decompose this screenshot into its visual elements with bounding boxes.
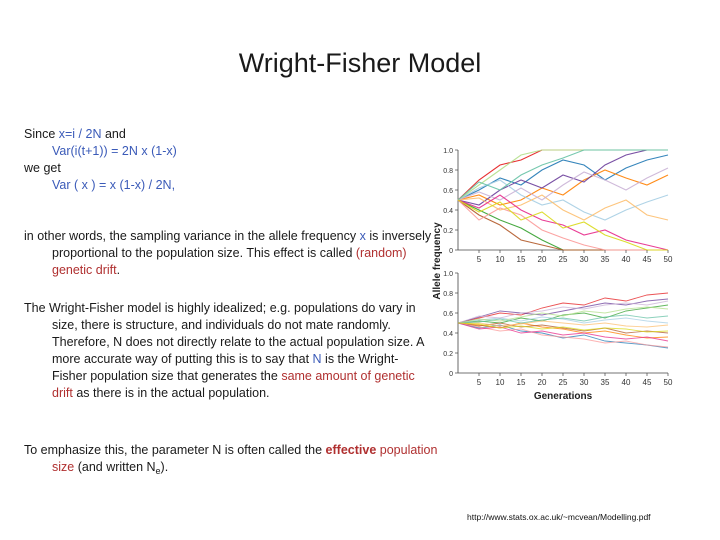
x-tick-label: 10: [496, 255, 505, 264]
series-line: [457, 322, 669, 333]
x-tick-label: 40: [622, 255, 631, 264]
y-tick-label: 0.6: [443, 311, 453, 318]
y-tick-label: 0.2: [443, 228, 453, 235]
text-span: Since: [24, 127, 59, 141]
x-tick-label: 10: [496, 378, 505, 387]
x-symbol: x: [359, 229, 366, 243]
genetic-drift-term: (random) genetic drift: [52, 246, 407, 277]
series-line: [457, 194, 669, 221]
x-tick-label: 20: [538, 378, 547, 387]
series-line: [457, 167, 669, 201]
x-tick-label: 25: [559, 255, 568, 264]
population-size-term: population size: [52, 443, 438, 474]
drift-simulation-figure: 0 0.2 0.4 0.6 0.8 1.0 5 10 15 20 25 30 35 40 45 50 0 0.2 0…: [420, 140, 690, 410]
x-tick-label: 30: [580, 378, 589, 387]
series-line: [457, 304, 669, 324]
derivation-line-1: Since x=i / 2N and: [24, 126, 177, 143]
series-line: [457, 149, 668, 206]
sampling-variance-paragraph: in other words, the sampling variance in…: [24, 228, 432, 279]
x-tick-label: 30: [580, 255, 589, 264]
series-line: [457, 292, 669, 324]
y-tick-label: 0.6: [443, 188, 453, 195]
x-tick-label: 20: [538, 255, 547, 264]
x-tick-label: 45: [643, 255, 652, 264]
variance-i-formula: Var(i(t+1)) = 2N x (1-x): [52, 144, 177, 158]
slide-title: Wright-Fisher Model: [238, 48, 482, 78]
series-line: [457, 316, 669, 324]
derivation-line-3: we get: [24, 161, 61, 175]
x-tick-label: 15: [517, 255, 526, 264]
x-tick-label: 35: [601, 378, 610, 387]
series-line: [457, 314, 669, 324]
series-line: [457, 169, 669, 206]
series-line: [457, 300, 669, 324]
series-line: [457, 322, 669, 334]
y-axis-title: Allele frequency: [432, 222, 443, 300]
idealization-paragraph: The Wright-Fisher model is highly ideali…: [24, 300, 432, 402]
text-span: (and written N: [74, 460, 156, 474]
drift-simulation-svg: 0 0.2 0.4 0.6 0.8 1.0 5 10 15 20 25 30 35 40 45 50 0 0.2 0…: [432, 148, 673, 402]
source-link[interactable]: http://www.stats.ox.ac.uk/~mcvean/Modell…: [467, 512, 651, 522]
x-tick-label: 25: [559, 378, 568, 387]
effective-size-paragraph: To emphasize this, the parameter N is of…: [24, 442, 442, 480]
effective-term: effective: [325, 443, 377, 457]
series-line: [457, 194, 669, 251]
y-tick-label: 0.8: [443, 291, 453, 298]
series-line: [458, 320, 669, 328]
y-tick-label: 0.4: [443, 331, 453, 338]
same-drift-term: same amount of genetic drift: [52, 369, 415, 400]
derivation-line-2: Var(i(t+1)) = 2N x (1-x): [24, 143, 177, 160]
series-line: [457, 199, 668, 251]
x-definition: x=i / 2N: [58, 127, 102, 141]
y-tick-label: 1.0: [443, 148, 453, 155]
series-line: [457, 199, 668, 251]
x-tick-label: 50: [664, 378, 673, 387]
text-span: To emphasize this, the parameter N is of…: [24, 443, 326, 457]
series-line: [457, 322, 669, 342]
variance-derivation: Since x=i / 2N and Var(i(t+1)) = 2N x (1…: [24, 126, 177, 194]
text-span: is the Wright-Fisher population size tha…: [52, 352, 399, 383]
y-tick-label: 0.8: [443, 168, 453, 175]
x-tick-label: 5: [477, 378, 482, 387]
text-span: as there is in the actual population.: [72, 386, 270, 400]
ne-subscript: e: [155, 466, 161, 476]
y-tick-label: 0.2: [443, 351, 453, 358]
y-tick-label: 1.0: [443, 271, 453, 278]
variance-x-formula: Var ( x ) = x (1-x) / 2N,: [52, 178, 176, 192]
series-line: [457, 322, 669, 348]
text-span: The Wright-Fisher model is highly ideali…: [24, 301, 424, 366]
text-span: is inversely proportional to the populat…: [52, 229, 432, 260]
series-line: [457, 322, 669, 349]
x-tick-label: 5: [477, 255, 482, 264]
x-tick-label: 35: [601, 255, 610, 264]
derivation-line-4: Var ( x ) = x (1-x) / 2N,: [24, 177, 177, 194]
text-span: .: [116, 263, 121, 277]
text-span: in other words, the sampling variance in…: [24, 229, 360, 243]
series-line: [457, 149, 668, 201]
x-axis-title: Generations: [534, 391, 593, 402]
text-span: and: [101, 127, 126, 141]
series-line: [457, 179, 669, 221]
x-tick-label: 15: [517, 378, 526, 387]
x-tick-label: 45: [643, 378, 652, 387]
series-line: [457, 154, 669, 201]
x-tick-label: 50: [664, 255, 673, 264]
n-symbol: N: [312, 352, 322, 366]
text-span: ).: [160, 460, 169, 474]
y-tick-label: 0: [449, 248, 453, 255]
x-tick-label: 40: [622, 378, 631, 387]
y-tick-label: 0.4: [443, 208, 453, 215]
y-tick-label: 0: [449, 371, 453, 378]
